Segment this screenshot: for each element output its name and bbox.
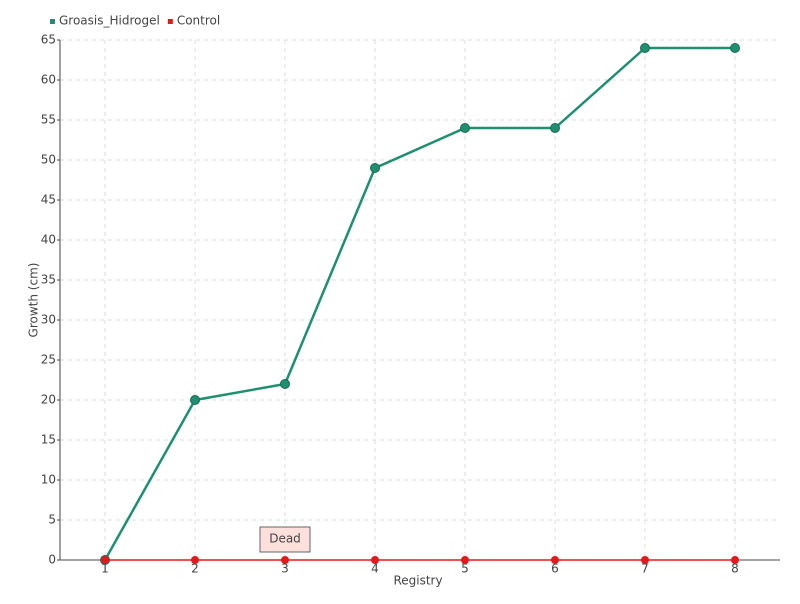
x-tick-label: 8 <box>731 562 739 576</box>
y-tick-label: 5 <box>48 513 56 527</box>
data-point <box>191 556 199 564</box>
y-axis-label: Growth (cm) <box>27 263 41 338</box>
data-point <box>731 556 739 564</box>
data-point <box>371 556 379 564</box>
y-tick-label: 30 <box>41 313 56 327</box>
annotation: Dead <box>269 532 301 546</box>
y-tick-label: 50 <box>41 153 56 167</box>
y-tick-label: 15 <box>41 433 56 447</box>
x-axis-label: Registry <box>393 574 442 588</box>
x-tick-label: 6 <box>551 562 559 576</box>
y-tick-label: 25 <box>41 353 56 367</box>
y-tick-label: 20 <box>41 393 56 407</box>
annotation-box <box>259 526 311 553</box>
y-tick-label: 35 <box>41 273 56 287</box>
x-tick-label: 5 <box>461 562 469 576</box>
data-point <box>550 123 560 133</box>
data-point <box>370 163 380 173</box>
data-point <box>641 556 649 564</box>
data-point <box>640 43 650 53</box>
y-tick-label: 55 <box>41 113 56 127</box>
y-tick-label: 10 <box>41 473 56 487</box>
data-point <box>730 43 740 53</box>
y-tick-label: 65 <box>41 33 56 47</box>
legend-swatch <box>50 19 55 24</box>
x-tick-label: 4 <box>371 562 379 576</box>
data-point <box>190 395 200 405</box>
data-point <box>280 379 290 389</box>
x-tick-label: 2 <box>191 562 199 576</box>
data-point <box>461 556 469 564</box>
y-tick-label: 0 <box>48 553 56 567</box>
y-tick-label: 60 <box>41 73 56 87</box>
y-tick-label: 45 <box>41 193 56 207</box>
legend-label: Groasis_Hidrogel <box>59 14 160 28</box>
x-tick-label: 3 <box>281 562 289 576</box>
legend-swatch <box>167 19 173 24</box>
x-tick-label: 7 <box>641 562 649 576</box>
data-point <box>460 123 470 133</box>
legend-label: Control <box>177 14 220 28</box>
data-point <box>281 556 289 564</box>
series-line <box>103 46 735 561</box>
y-tick-label: 40 <box>41 233 56 247</box>
data-point <box>551 556 559 564</box>
data-point <box>101 556 109 564</box>
x-tick-label: 1 <box>101 562 109 576</box>
